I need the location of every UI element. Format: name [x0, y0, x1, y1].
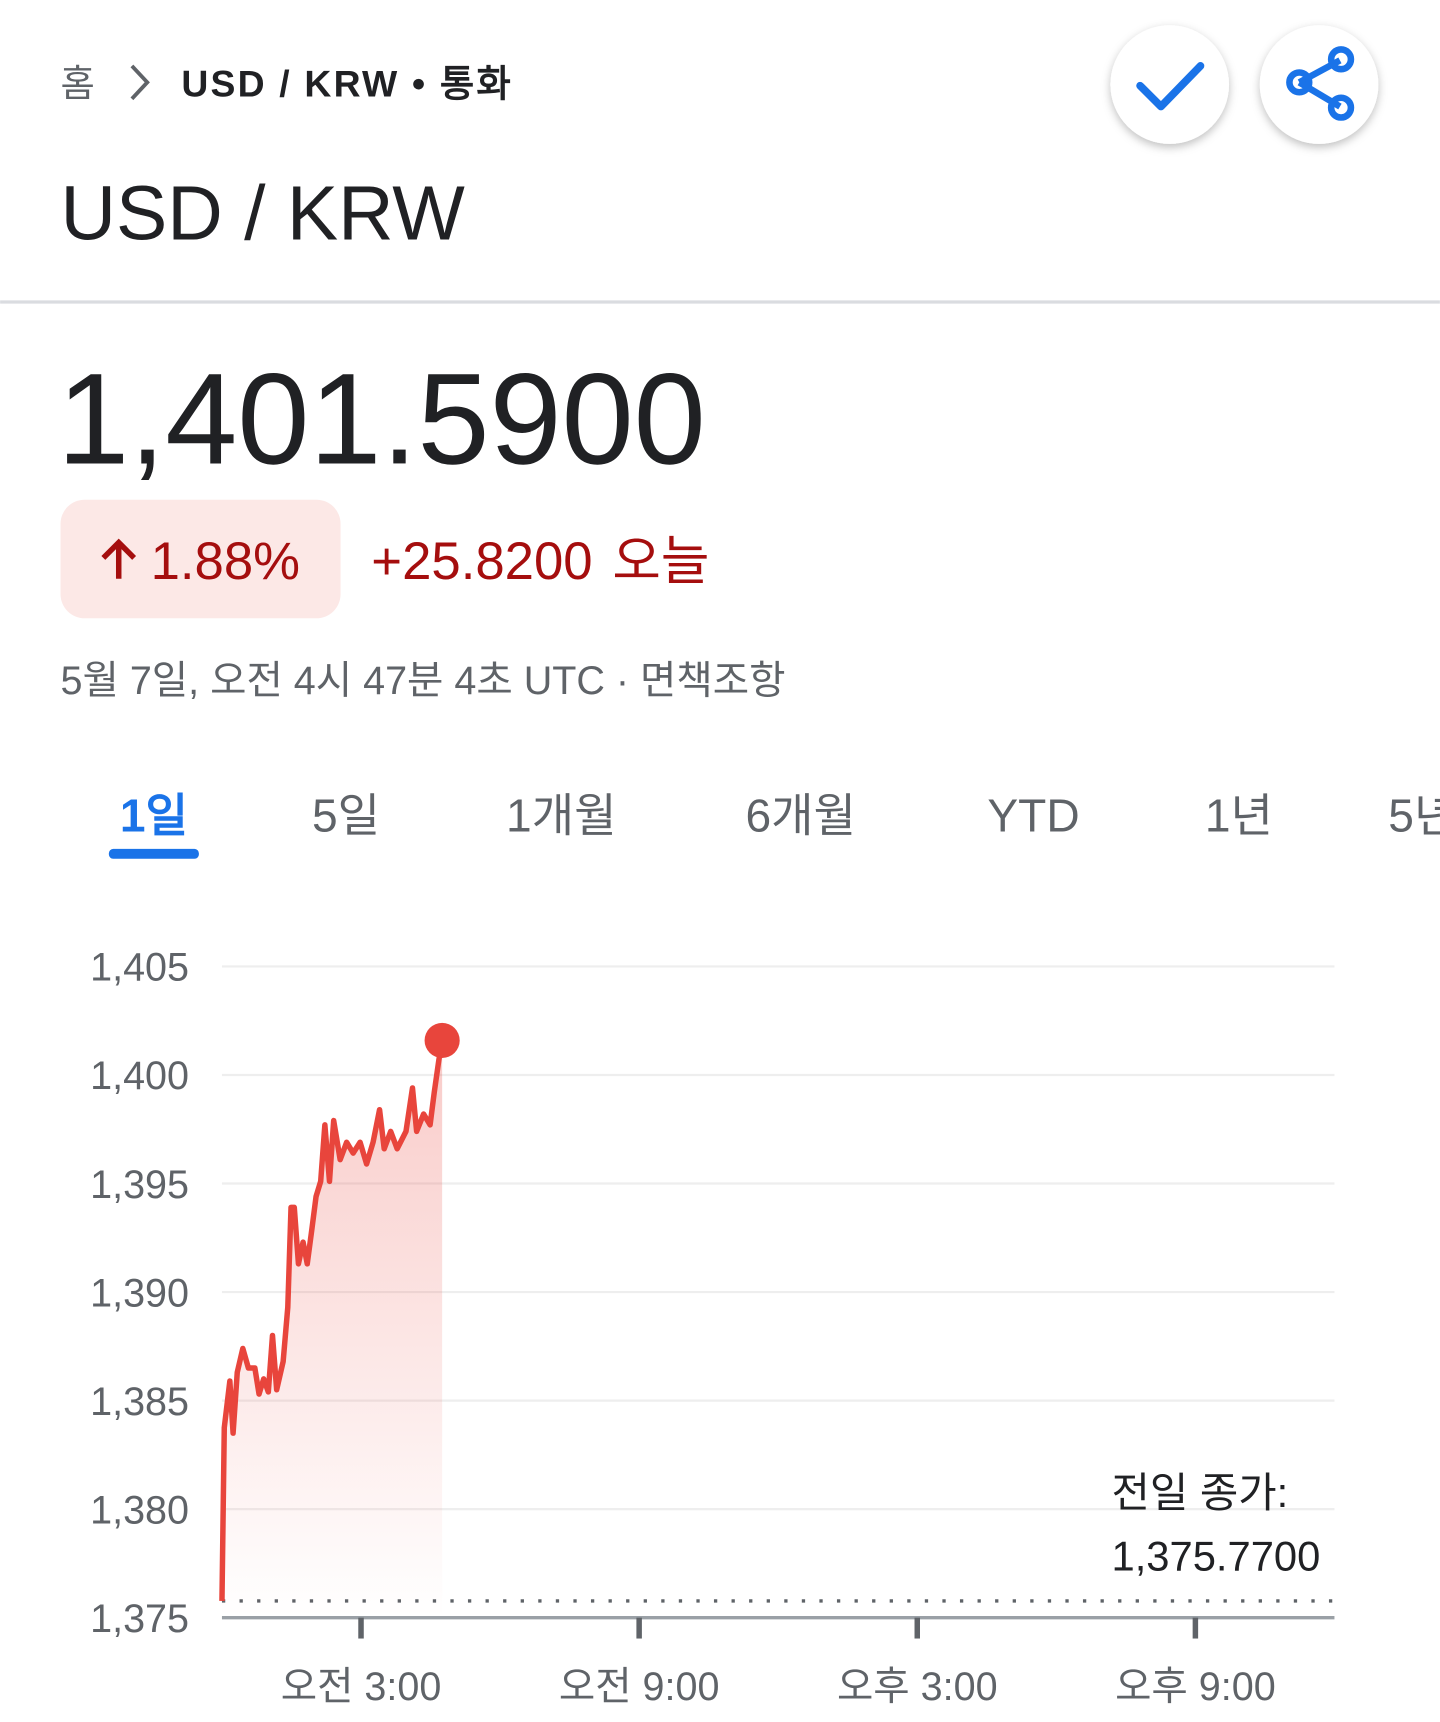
range-tab[interactable]: 6개월 [745, 789, 856, 841]
breadcrumb-current: USD / KRW • 통화 [181, 63, 513, 105]
range-tab[interactable]: 1년 [1205, 789, 1273, 841]
change-badge [60, 499, 341, 619]
up-arrow [101, 538, 137, 579]
price: 1,401.5900 [57, 347, 706, 491]
check-icon [1136, 62, 1205, 111]
change-percent: 1.88% [151, 532, 300, 591]
breadcrumb-chevron [130, 64, 150, 101]
price-line [219, 1039, 445, 1601]
range-tabs: 1일 5일 1개월 6개월 YTD 1년 5년 [108, 789, 1440, 859]
y-tick-label: 1,390 [90, 1271, 189, 1315]
share-button[interactable] [1259, 25, 1379, 144]
y-tick-label: 1,385 [90, 1380, 189, 1424]
breadcrumb-home[interactable]: 홈 [61, 63, 95, 105]
x-tick-label: 오전 9:00 [559, 1665, 720, 1709]
x-tick-label: 오전 3:00 [281, 1665, 442, 1709]
page-title: USD / KRW [61, 170, 466, 256]
reference-label: 전일 종가: [1112, 1469, 1289, 1516]
range-tab[interactable]: 5년 [1388, 789, 1440, 841]
tab-indicator [108, 848, 199, 859]
disclaimer[interactable]: 면책조항 [640, 659, 785, 703]
range-tab[interactable]: 1일 [120, 789, 188, 841]
range-tab[interactable]: YTD [987, 789, 1079, 841]
follow-button[interactable] [1110, 25, 1230, 144]
separator: · [616, 659, 629, 703]
x-tick-label: 오후 9:00 [1115, 1665, 1276, 1709]
y-tick-label: 1,380 [90, 1488, 189, 1532]
y-tick-label: 1,395 [90, 1163, 189, 1207]
y-tick-label: 1,400 [90, 1054, 189, 1098]
timestamp-line: 5월 7일, 오전 4시 47분 4초 UTC · 면책조항 [61, 659, 786, 703]
share-icon [1286, 46, 1355, 121]
range-tab[interactable]: 1개월 [506, 789, 617, 841]
timestamp: 5월 7일, 오전 4시 47분 4초 UTC [61, 659, 605, 703]
y-tick-label: 1,375 [90, 1597, 189, 1641]
range-tab[interactable]: 5일 [312, 789, 380, 841]
current-point [424, 1022, 460, 1059]
area-fill [221, 1040, 443, 1618]
chart: 1,375 1,380 1,385 1,390 1,395 1,400 1,405 전일 종가… [90, 946, 1335, 1709]
change-text: +25.8200 오늘 [371, 532, 709, 591]
change-period: 오늘 [612, 532, 709, 591]
button-bg [1259, 25, 1379, 144]
reference-value: 1,375.7700 [1112, 1532, 1321, 1579]
button-bg [1110, 25, 1230, 144]
change-value: +25.8200 [371, 532, 592, 591]
x-tick-label: 오후 3:00 [837, 1665, 998, 1709]
y-tick-label: 1,405 [90, 946, 189, 990]
